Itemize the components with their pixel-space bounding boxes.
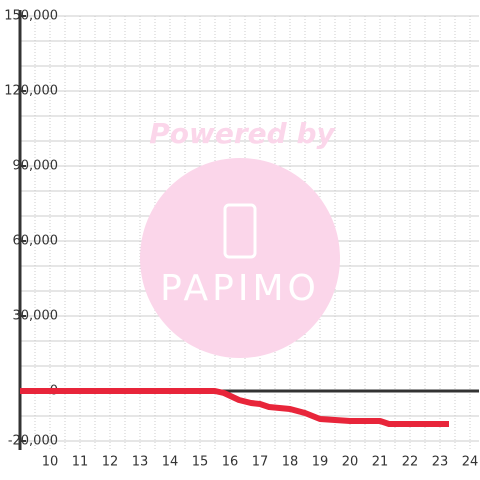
x-tick-label: 12 [102, 455, 119, 470]
x-tick-label: 11 [72, 455, 89, 470]
watermark-logo: PAPIMO [160, 268, 320, 309]
x-tick-label: 16 [222, 455, 239, 470]
y-tick-label: 30,000 [13, 309, 59, 324]
x-tick-label: 24 [462, 455, 479, 470]
x-tick-label: 20 [342, 455, 359, 470]
y-tick-label: 120,000 [4, 84, 58, 99]
x-tick-label: 23 [432, 455, 449, 470]
x-tick-label: 19 [312, 455, 329, 470]
x-tick-label: 17 [252, 455, 269, 470]
x-tick-label: 18 [282, 455, 299, 470]
data-line [20, 388, 449, 427]
x-tick-label: 13 [132, 455, 149, 470]
y-tick-label: 150,000 [4, 9, 58, 24]
x-tick-label: 10 [42, 455, 59, 470]
y-tick-label: -20,000 [8, 434, 58, 449]
y-tick-label: 90,000 [13, 159, 59, 174]
x-tick-label: 14 [162, 455, 179, 470]
x-tick-label: 15 [192, 455, 209, 470]
y-tick-label: 60,000 [13, 234, 59, 249]
watermark-title: Powered by [149, 117, 336, 150]
x-tick-label: 21 [372, 455, 389, 470]
x-tick-label: 22 [402, 455, 419, 470]
watermark-phone [223, 203, 257, 259]
